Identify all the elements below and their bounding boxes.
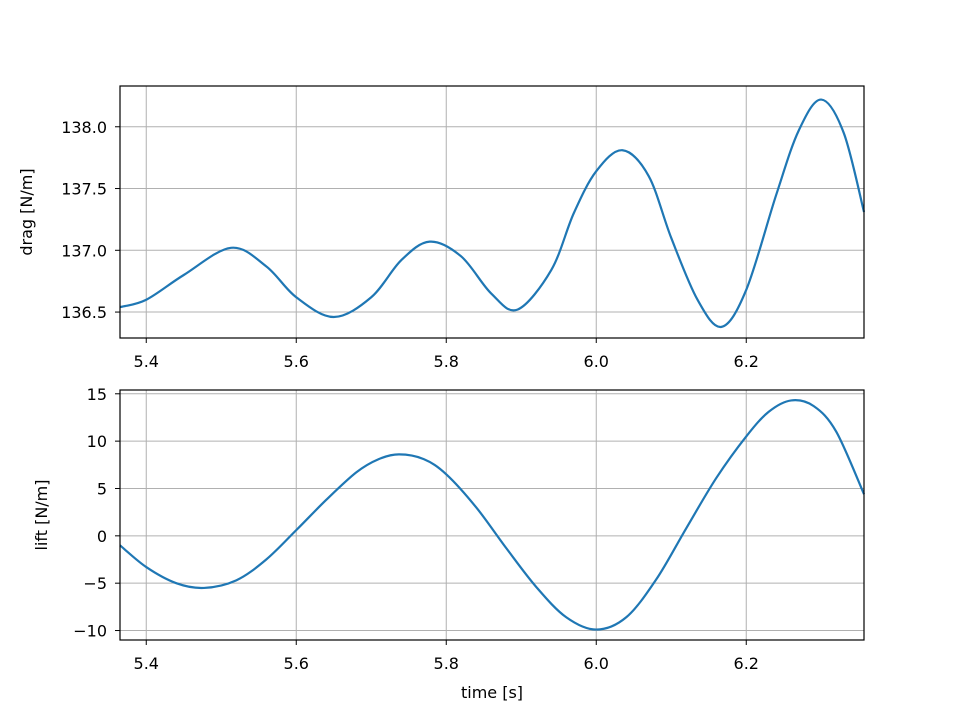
lift-x-tick-label: 5.6 — [284, 654, 309, 673]
lift-x-tick-label: 5.4 — [134, 654, 159, 673]
drag-y-tick-label: 137.5 — [61, 180, 107, 199]
drag-x-tick-label: 5.4 — [134, 352, 159, 371]
drag-x-tick-label: 6.0 — [584, 352, 609, 371]
lift-y-axis-label: lift [N/m] — [32, 479, 51, 550]
lift-axes-frame — [119, 389, 865, 641]
lift-subplot: 5.4 5.6 5.8 6.0 6.2 −10 −5 0 5 10 15 lift [N/m] time… — [32, 385, 866, 702]
lift-y-tick-label: 10 — [87, 432, 107, 451]
drag-y-tick-label: 137.0 — [61, 241, 107, 260]
drag-y-tick-label: 138.0 — [61, 118, 107, 137]
lift-y-tick-label: 0 — [97, 527, 107, 546]
drag-x-tick-label: 5.8 — [434, 352, 459, 371]
lift-y-tick-label: 5 — [97, 479, 107, 498]
drag-y-tick-label: 136.5 — [61, 303, 107, 322]
drag-y-axis-label: drag [N/m] — [17, 168, 36, 255]
drag-series-line — [119, 98, 866, 328]
drag-subplot: 5.4 5.6 5.8 6.0 6.2 136.5 137.0 137.5 138.0 drag … — [17, 85, 866, 371]
lift-x-tick-label: 5.8 — [434, 654, 459, 673]
drag-x-tick-label: 5.6 — [284, 352, 309, 371]
drag-axes-frame — [119, 85, 865, 339]
lift-x-tick-label: 6.2 — [734, 654, 759, 673]
lift-series-line — [119, 399, 866, 631]
lift-x-tick-label: 6.0 — [584, 654, 609, 673]
lift-x-axis-label: time [s] — [461, 683, 523, 702]
lift-y-tick-label: −5 — [83, 574, 107, 593]
lift-y-tick-label: −10 — [73, 622, 107, 641]
drag-x-tick-label: 6.2 — [734, 352, 759, 371]
lift-y-tick-label: 15 — [87, 385, 107, 404]
